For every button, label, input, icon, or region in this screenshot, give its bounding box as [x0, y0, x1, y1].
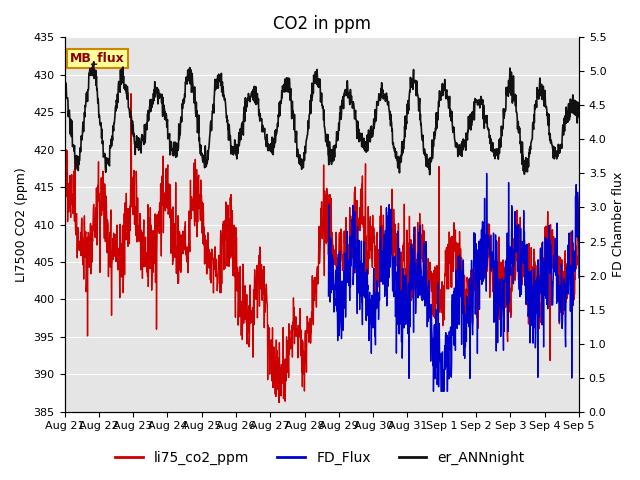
- Title: CO2 in ppm: CO2 in ppm: [273, 15, 371, 33]
- Y-axis label: LI7500 CO2 (ppm): LI7500 CO2 (ppm): [15, 167, 28, 282]
- Text: MB_flux: MB_flux: [70, 52, 124, 65]
- Y-axis label: FD Chamber flux: FD Chamber flux: [612, 172, 625, 277]
- Legend: li75_co2_ppm, FD_Flux, er_ANNnight: li75_co2_ppm, FD_Flux, er_ANNnight: [109, 445, 531, 471]
